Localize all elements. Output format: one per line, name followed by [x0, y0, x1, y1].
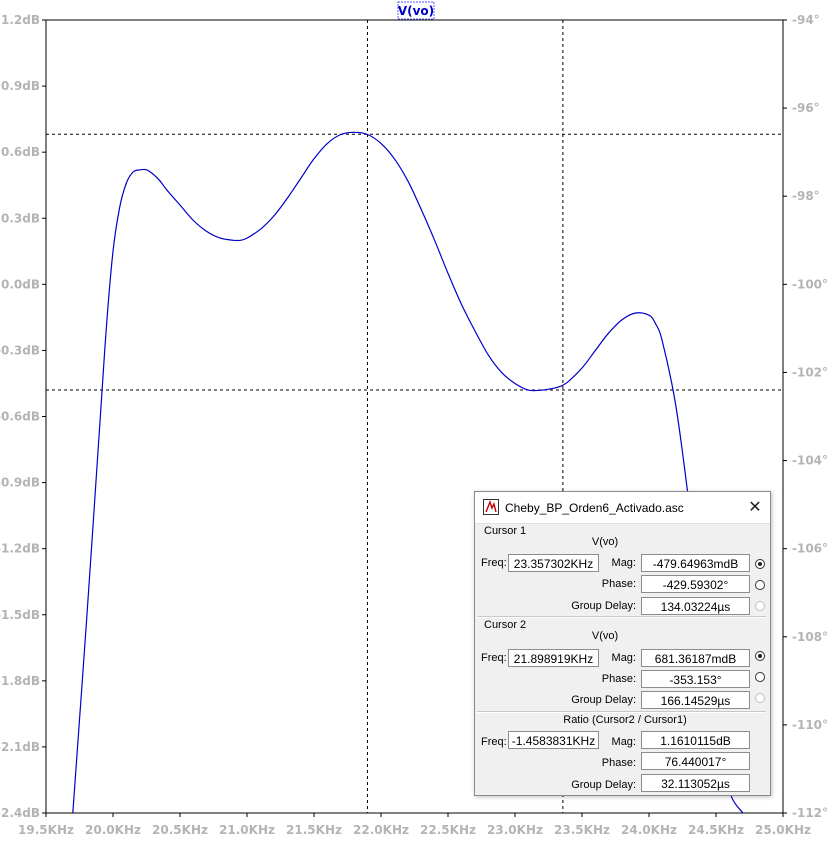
cursor2-trace: V(vo)	[591, 630, 619, 642]
ltspice-app-icon	[483, 499, 499, 515]
y-left-tick-label: 1.2dB	[1, 13, 40, 27]
trace-label-box[interactable]	[397, 1, 435, 20]
x-tick-label: 19.5KHz	[18, 823, 74, 837]
ratio-freq-field[interactable]: -1.4583831KHz	[508, 731, 599, 749]
cursor2-gd-label: Group Delay:	[571, 694, 636, 706]
cursor1-mag-label: Mag:	[611, 557, 636, 569]
cursor1-phase-label: Phase:	[601, 578, 636, 590]
y-left-tick-label: 0.0dB	[1, 277, 40, 291]
y-right-tick-label: -96°	[792, 101, 820, 115]
cursor1-freq-field[interactable]: 23.357302KHz	[508, 554, 599, 572]
cursor2-phase-radio[interactable]	[755, 672, 765, 682]
separator	[477, 616, 766, 618]
y-left-tick-label: -1.5dB	[0, 608, 40, 622]
cursor2-freq-label: Freq:	[481, 652, 507, 664]
close-icon[interactable]: ✕	[748, 499, 762, 516]
y-right-tick-label: -104°	[792, 454, 828, 468]
cursor1-phase-field[interactable]: -429.59302°	[641, 575, 750, 593]
x-tick-label: 21.0KHz	[219, 823, 275, 837]
y-left-tick-label: -2.4dB	[0, 806, 40, 820]
cursor1-trace: V(vo)	[591, 536, 619, 548]
cursor-dialog[interactable]: Cheby_BP_Orden6_Activado.asc ✕ Cursor 1 …	[474, 491, 771, 796]
cursor1-phase-radio[interactable]	[755, 580, 765, 590]
cursor1-mag-radio[interactable]	[755, 559, 765, 569]
x-tick-label: 20.5KHz	[152, 823, 208, 837]
y-axis-left: 1.2dB 0.9dB 0.6dB 0.3dB 0.0dB -0.3dB -0.6dB -0.…	[0, 13, 46, 820]
y-right-tick-label: -112°	[792, 806, 828, 820]
x-tick-label: 22.5KHz	[420, 823, 476, 837]
ratio-freq-label: Freq:	[481, 736, 507, 748]
dialog-title: Cheby_BP_Orden6_Activado.asc	[505, 501, 684, 515]
cursor2-phase-field[interactable]: -353.153°	[641, 670, 750, 688]
separator	[477, 711, 766, 713]
x-tick-label: 23.0KHz	[487, 823, 543, 837]
x-tick-label: 20.0KHz	[85, 823, 141, 837]
cursor2-heading: Cursor 2	[484, 619, 527, 631]
y-left-tick-label: -2.1dB	[0, 740, 40, 754]
y-right-tick-label: -108°	[792, 630, 828, 644]
cursor1-heading: Cursor 1	[484, 525, 527, 537]
y-axis-right: -94° -96° -98° -100° -102° -104° -106° -108° -11…	[783, 13, 828, 820]
y-right-tick-label: -94°	[792, 13, 820, 27]
ratio-mag-field[interactable]: 1.1610115dB	[641, 731, 750, 749]
y-right-tick-label: -110°	[792, 718, 828, 732]
ratio-gd-label: Group Delay:	[571, 779, 636, 791]
cursor1-gd-label: Group Delay:	[571, 600, 636, 612]
y-left-tick-label: 0.6dB	[1, 145, 40, 159]
ratio-phase-field[interactable]: 76.440017°	[641, 752, 750, 770]
y-left-tick-label: 0.9dB	[1, 79, 40, 93]
ratio-mag-label: Mag:	[611, 736, 636, 748]
ratio-heading: Ratio (Cursor2 / Cursor1)	[563, 714, 687, 726]
x-axis: 19.5KHz 20.0KHz 20.5KHz 21.0KHz 21.5KHz 22.0K…	[18, 813, 811, 837]
y-right-tick-label: -102°	[792, 365, 828, 379]
x-tick-label: 24.0KHz	[621, 823, 677, 837]
y-left-tick-label: -0.6dB	[0, 410, 40, 424]
y-right-tick-label: -106°	[792, 542, 828, 556]
y-left-tick-label: -0.9dB	[0, 476, 40, 490]
x-tick-label: 22.0KHz	[353, 823, 409, 837]
ratio-phase-label: Phase:	[601, 757, 636, 769]
cursor1-gd-field[interactable]: 134.03224µs	[641, 597, 750, 615]
y-right-tick-label: -100°	[792, 277, 828, 291]
y-left-tick-label: -1.2dB	[0, 542, 40, 556]
cursor1-freq-label: Freq:	[481, 557, 507, 569]
y-left-tick-label: 0.3dB	[1, 211, 40, 225]
cursor2-mag-field[interactable]: 681.36187mdB	[641, 649, 750, 667]
cursor2-freq-field[interactable]: 21.898919KHz	[508, 649, 599, 667]
cursor1-gd-radio[interactable]	[755, 601, 765, 611]
cursor2-gd-radio[interactable]	[755, 693, 765, 703]
y-left-tick-label: -0.3dB	[0, 343, 40, 357]
cursor2-gd-field[interactable]: 166.14529µs	[641, 691, 750, 709]
cursor1-mag-field[interactable]: -479.64963mdB	[641, 554, 750, 572]
cursor2-mag-radio[interactable]	[755, 651, 765, 661]
trace-v-vo	[72, 131, 744, 814]
cursor2-mag-label: Mag:	[611, 652, 636, 664]
y-left-tick-label: -1.8dB	[0, 674, 40, 688]
y-right-tick-label: -98°	[792, 189, 820, 203]
ratio-gd-field[interactable]: 32.113052µs	[641, 774, 750, 792]
x-tick-label: 23.5KHz	[554, 823, 610, 837]
trace-label: V(vo)	[398, 4, 434, 18]
cursor2-phase-label: Phase:	[601, 673, 636, 685]
x-tick-label: 24.5KHz	[688, 823, 744, 837]
x-tick-label: 21.5KHz	[286, 823, 342, 837]
x-tick-label: 25.0KHz	[755, 823, 811, 837]
dialog-titlebar[interactable]: Cheby_BP_Orden6_Activado.asc ✕	[475, 492, 770, 524]
